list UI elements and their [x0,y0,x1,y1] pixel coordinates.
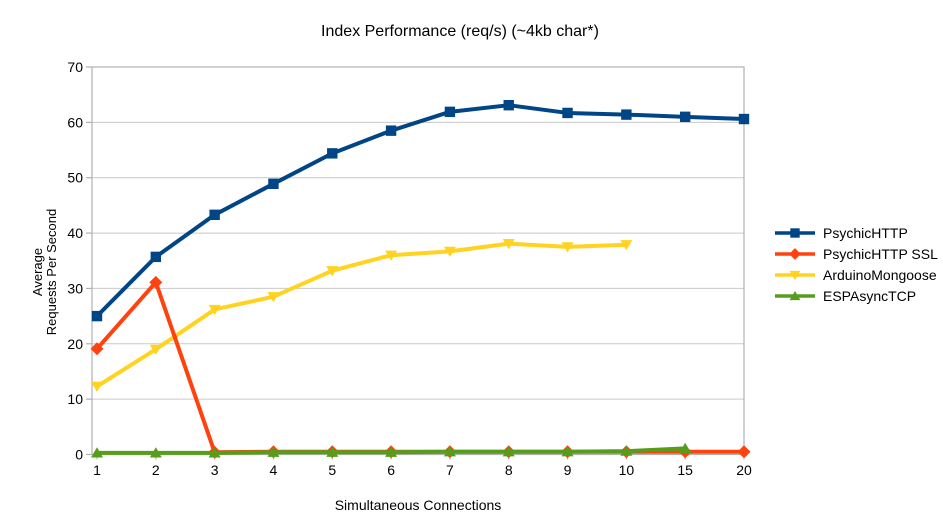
y-axis-title-line2: Requests Per Second [44,208,59,336]
diamond-marker [149,275,163,289]
x-tick-label: 4 [270,462,278,478]
legend-label-psychichttp-ssl: PsychicHTTP SSL [823,245,938,262]
triangle-up-marker [267,446,280,457]
x-tick-label: 1 [93,462,101,478]
x-tick-label: 5 [328,462,336,478]
legend-label-arduinomongoose: ArduinoMongoose [823,266,937,283]
legend-item-arduinomongoose: ArduinoMongoose [774,264,938,285]
y-tick-label: 60 [67,114,83,130]
y-tick-label: 20 [67,336,83,352]
series-line [95,241,629,389]
square-marker [327,148,338,159]
y-tick-label: 30 [67,280,83,296]
x-tick-label: 6 [387,462,395,478]
y-tick-label: 70 [67,59,83,75]
legend-marker-psychichttp-ssl-icon [775,247,815,260]
square-marker [150,251,162,263]
square-marker [621,109,632,120]
triangle-down-marker [561,242,574,253]
triangle-up-marker [502,446,515,457]
triangle-up-marker [561,446,574,457]
triangle-down-marker [149,344,162,355]
series-psychichttp [91,99,750,322]
triangle-up-marker [679,442,692,454]
triangle-up-marker [149,447,162,458]
square-marker [444,106,456,118]
triangle-down-marker [326,266,339,277]
x-tick-label: 3 [211,462,219,478]
square-marker [385,125,397,136]
series-arduinomongoose [91,238,633,393]
x-tick-label: 2 [152,462,160,478]
x-tick-label: 20 [736,462,752,478]
y-axis-title-line1: Average [30,247,45,297]
square-marker [91,310,103,322]
triangle-up-marker [208,447,221,458]
y-axis-title: Average Requests Per Second [30,208,59,336]
series-espasynctcp [91,442,692,458]
triangle-down-marker [91,381,103,393]
x-tick-label: 8 [505,462,513,478]
triangle-down-marker [789,270,801,280]
triangle-up-marker [620,445,633,456]
series-psychichttp-ssl [90,275,751,459]
x-tick-label: 10 [619,462,635,478]
y-tick-label: 40 [67,225,83,241]
diamond-marker [789,247,801,260]
triangle-up-marker [385,446,398,457]
series-line [95,103,746,319]
legend-item-psychichttp-ssl: PsychicHTTP SSL [774,243,938,264]
triangle-down-marker [502,238,515,250]
square-marker [679,111,691,123]
triangle-down-marker [443,246,456,257]
triangle-up-marker [443,446,456,457]
y-tick-label: 10 [67,391,83,407]
legend-marker-arduinomongoose-icon [775,270,815,280]
legend-marker-espasynctcp-icon [775,290,815,300]
y-tick-label: 0 [75,447,83,463]
chart-title: Index Performance (req/s) (~4kb char*) [321,23,599,40]
x-axis-title: Simultaneous Connections [334,497,502,513]
square-marker [562,107,573,119]
plot-frame [91,66,745,456]
legend-marker-psychichttp-icon [775,227,815,238]
legend: PsychicHTTP PsychicHTTP SSL ArduinoMongo… [774,222,938,306]
triangle-up-marker [91,447,103,458]
x-tick-label: 9 [564,462,572,478]
triangle-down-marker [620,240,633,251]
square-marker [209,209,220,221]
square-marker [503,99,514,111]
diamond-marker [737,445,751,459]
diamond-marker [90,342,104,356]
legend-label-espasynctcp: ESPAsyncTCP [823,287,917,304]
legend-label-psychichttp: PsychicHTTP [823,224,908,241]
square-marker [738,113,750,125]
square-marker [790,227,800,238]
y-tick-label: 50 [67,170,83,186]
triangle-up-marker [789,290,801,300]
legend-item-espasynctcp: ESPAsyncTCP [774,285,938,306]
triangle-up-marker [326,446,339,457]
x-tick-label: 15 [677,462,693,478]
square-marker [268,178,279,190]
triangle-down-marker [385,250,398,261]
legend-item-psychichttp: PsychicHTTP [774,222,938,243]
triangle-down-marker [267,292,280,303]
triangle-down-marker [208,304,221,316]
x-tick-label: 7 [446,462,454,478]
series-line [95,280,746,455]
